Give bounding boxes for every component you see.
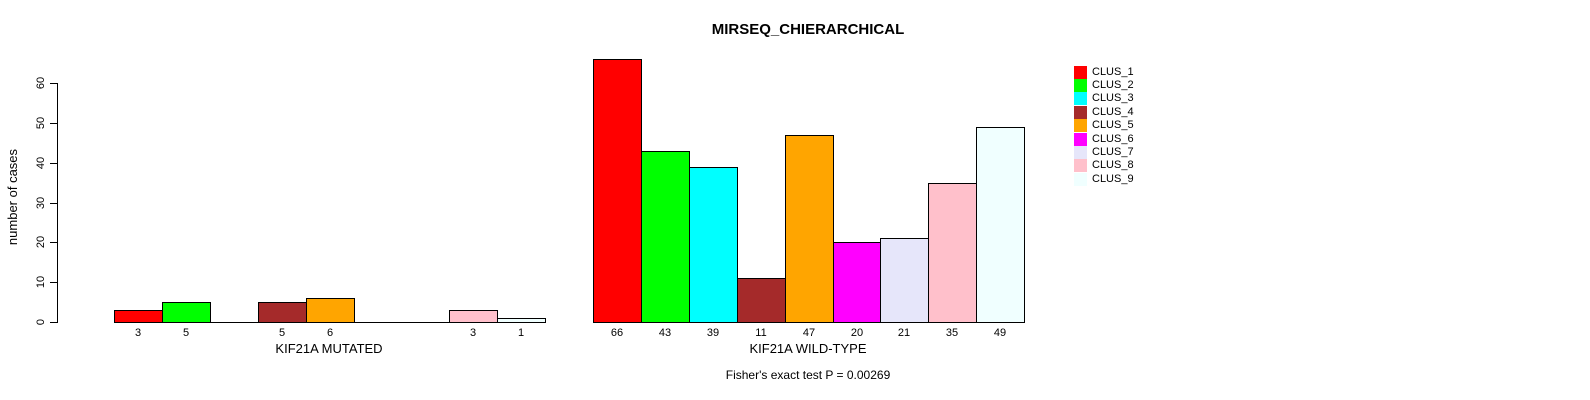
bar-value-label: 5 [278, 327, 286, 339]
bar-value-label: 3 [134, 327, 142, 339]
bar-value-label: 1 [517, 327, 525, 339]
legend-label: CLUS_4 [1092, 105, 1134, 118]
y-axis-line [57, 83, 58, 323]
bar-value-label: 39 [706, 327, 720, 339]
bar-value-label: 66 [610, 327, 624, 339]
legend-label: CLUS_7 [1092, 145, 1134, 158]
bar-clus_8 [928, 183, 977, 323]
bar-value-label: 47 [802, 327, 816, 339]
x-axis-label-wild-type: KIF21A WILD-TYPE [749, 341, 867, 356]
legend-swatch-clus_8 [1074, 159, 1087, 173]
legend-swatch-clus_1 [1074, 65, 1087, 79]
bar-value-label: 11 [755, 327, 767, 339]
bar-value-label: 43 [658, 327, 672, 339]
bar-value-label: 49 [993, 327, 1007, 339]
bar-value-label: 35 [945, 327, 959, 339]
legend-swatch-clus_4 [1074, 105, 1087, 119]
legend-label: CLUS_6 [1092, 132, 1134, 145]
legend-label: CLUS_9 [1092, 172, 1134, 185]
legend-label: CLUS_8 [1092, 159, 1134, 172]
x-axis-label-mutated: KIF21A MUTATED [275, 341, 383, 356]
legend-swatch-clus_9 [1074, 172, 1087, 186]
y-tick-label: 30 [35, 196, 47, 210]
legend-swatch-clus_5 [1074, 119, 1087, 133]
y-tick [50, 282, 57, 283]
y-axis-title: number of cases [5, 148, 20, 246]
bar-value-label: 6 [326, 327, 334, 339]
bar-clus_5 [306, 298, 355, 323]
legend-label: CLUS_5 [1092, 119, 1134, 132]
bar-value-label: 3 [469, 327, 477, 339]
chart-title: MIRSEQ_CHIERARCHICAL [711, 21, 905, 38]
fisher-test-annotation: Fisher's exact test P = 0.00269 [725, 368, 891, 382]
bar-clus_4 [737, 278, 786, 323]
bar-clus_5 [785, 135, 834, 323]
bar-value-label: 20 [850, 327, 864, 339]
y-tick [50, 83, 57, 84]
y-tick-label: 10 [35, 275, 47, 289]
bar-clus_1 [593, 59, 642, 323]
bar-clus_4 [258, 302, 307, 323]
y-tick [50, 203, 57, 204]
y-tick-label: 20 [35, 235, 47, 249]
bar-clus_3 [689, 167, 738, 323]
y-tick [50, 163, 57, 164]
y-tick-label: 40 [35, 156, 47, 170]
y-tick-label: 0 [35, 318, 47, 326]
y-tick [50, 322, 57, 323]
bar-clus_6 [833, 242, 881, 323]
bar-clus_9 [497, 318, 546, 323]
y-tick-label: 60 [35, 76, 47, 90]
bar-value-label: 21 [897, 327, 911, 339]
bar-clus_8 [449, 310, 498, 323]
y-tick [50, 242, 57, 243]
legend-swatch-clus_3 [1074, 92, 1087, 106]
bar-clus_2 [641, 151, 690, 323]
legend-label: CLUS_3 [1092, 92, 1134, 105]
bar-clus_1 [114, 310, 163, 323]
bar-clus_7 [880, 238, 929, 323]
bar-clus_2 [162, 302, 211, 323]
y-tick-label: 50 [35, 116, 47, 130]
legend-swatch-clus_6 [1074, 132, 1087, 146]
legend-swatch-clus_2 [1074, 78, 1087, 92]
legend-label: CLUS_1 [1092, 65, 1134, 78]
bar-clus_9 [976, 127, 1025, 323]
legend-label: CLUS_2 [1092, 78, 1134, 91]
y-tick [50, 123, 57, 124]
legend-swatch-clus_7 [1074, 145, 1087, 159]
bar-value-label: 5 [182, 327, 190, 339]
